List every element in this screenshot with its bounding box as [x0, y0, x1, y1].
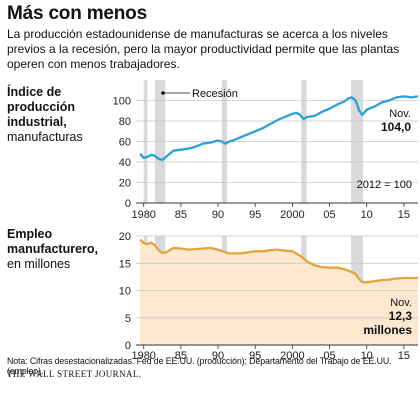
employment-x-tick-label: 10: [361, 350, 373, 362]
production-x-tick-label: 05: [323, 209, 335, 221]
production-x-tick-label: 2000: [280, 209, 304, 221]
production-x-tick-label: 95: [249, 209, 261, 221]
employment-y-tick-label: 5: [125, 313, 131, 325]
production-y-tick-label: 60: [119, 137, 131, 149]
page-subtitle: La producción estadounidense de manufact…: [7, 27, 400, 71]
employment-y-tick-label: 0: [125, 340, 131, 352]
production-x-tick-label: 90: [212, 209, 224, 221]
production-y-tick-label: 0: [125, 198, 131, 210]
recession-leader-dot: [161, 91, 165, 95]
production-latest-month: Nov.: [389, 108, 411, 120]
production-y-tick-label: 100: [113, 96, 131, 108]
employment-x-ticks: 1980 85 90 95 2000 05 10 15: [131, 345, 410, 362]
production-y-ticks: 0 20 40 60 80 100: [113, 96, 131, 211]
recession-label: Recesión: [192, 88, 238, 100]
production-y-tick-label: 40: [119, 157, 131, 169]
production-x-tick-label: 1980: [131, 209, 155, 221]
production-panel-label: Índice de producción industrial, manufac…: [7, 85, 102, 145]
employment-x-tick-label: 05: [323, 350, 335, 362]
production-latest-value: 104,0: [381, 120, 411, 134]
production-label-bold: Índice de producción industrial,: [7, 85, 76, 129]
employment-x-tick-label: 2000: [280, 350, 304, 362]
production-x-tick-label: 10: [361, 209, 373, 221]
page-title: Más con menos: [7, 3, 147, 24]
production-y-tick-label: 80: [119, 116, 131, 128]
employment-x-tick-label: 90: [212, 350, 224, 362]
production-x-tick-label: 15: [398, 209, 410, 221]
employment-y-tick-label: 15: [119, 258, 131, 270]
production-label-rest: manufacturas: [7, 130, 83, 144]
production-x-tick-label: 85: [175, 209, 187, 221]
employment-x-tick-label: 85: [175, 350, 187, 362]
employment-y-tick-label: 10: [119, 286, 131, 298]
production-x-ticks: 1980 85 90 95 2000 05 10 15: [131, 203, 410, 221]
source-credit: THE WALL STREET JOURNAL.: [7, 369, 142, 379]
employment-y-ticks: 0 5 10 15 20: [119, 231, 131, 352]
employment-latest-month: Nov.: [390, 297, 412, 309]
employment-latest-value: 12,3: [389, 309, 413, 323]
employment-label-rest: en millones: [7, 257, 71, 271]
employment-x-tick-label: 15: [398, 350, 410, 362]
employment-latest-unit: millones: [363, 323, 412, 337]
employment-x-tick-label: 1980: [131, 350, 155, 362]
employment-gridlines: [136, 235, 418, 346]
footnote: Nota: Cifras desestacionalizadas. Fed de…: [7, 356, 392, 376]
production-index-line: [139, 95, 419, 162]
employment-y-tick-label: 20: [119, 231, 131, 243]
employment-label-bold: Empleo manufacturero,: [7, 227, 98, 256]
employment-area-fill: [140, 239, 418, 345]
employment-panel-label: Empleo manufacturero, en millones: [7, 227, 117, 272]
employment-x-tick-label: 95: [249, 350, 261, 362]
production-y-tick-label: 20: [119, 178, 131, 190]
employment-line: [139, 238, 418, 284]
base-year-note: 2012 = 100: [357, 179, 412, 191]
